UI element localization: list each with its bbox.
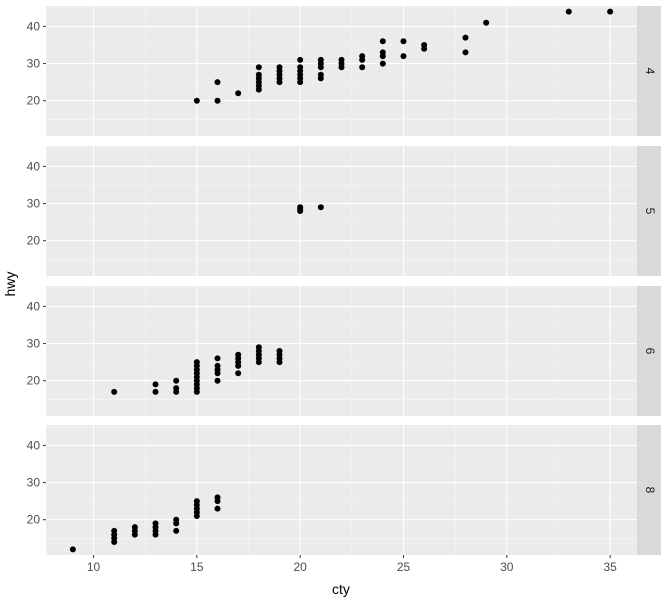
data-point — [214, 505, 221, 512]
y-tick-label: 30 — [27, 57, 41, 71]
facet-panel-5: 20 30 40 5 — [27, 146, 661, 276]
data-point — [214, 355, 221, 362]
data-point — [317, 204, 324, 211]
y-tick-label: 20 — [27, 94, 41, 108]
facet-panel-6: 20 30 40 6 — [27, 286, 661, 416]
data-point — [131, 524, 138, 531]
facet-strip — [637, 6, 661, 136]
data-point — [317, 56, 324, 63]
panel-background — [46, 425, 637, 555]
data-point — [173, 385, 180, 392]
y-tick-label: 40 — [27, 19, 41, 33]
data-point — [359, 64, 366, 71]
facet-strip — [637, 425, 661, 555]
data-point — [69, 546, 76, 553]
data-point — [214, 79, 221, 86]
x-tick-label: 35 — [603, 560, 617, 574]
data-point — [111, 527, 118, 534]
data-point — [152, 381, 159, 388]
y-tick-label: 30 — [27, 337, 41, 351]
data-point — [235, 370, 242, 377]
data-point — [400, 53, 407, 60]
x-tick-label: 15 — [190, 560, 204, 574]
y-tick-label: 20 — [27, 374, 41, 388]
facet-strip-label: 5 — [643, 208, 657, 215]
data-point — [276, 64, 283, 71]
x-axis-title: cty — [332, 581, 350, 597]
panel-background — [46, 6, 637, 136]
x-tick-label: 10 — [87, 560, 101, 574]
data-point — [214, 377, 221, 384]
data-point — [235, 90, 242, 97]
data-point — [193, 498, 200, 505]
facet-strip-label: 8 — [643, 487, 657, 494]
data-point — [214, 97, 221, 104]
data-point — [214, 494, 221, 501]
facet-panel-4: 20 30 40 4 — [27, 6, 661, 136]
data-point — [193, 359, 200, 366]
data-point — [255, 344, 262, 351]
facet-strip-label: 6 — [643, 348, 657, 355]
data-point — [607, 8, 614, 15]
data-point — [379, 49, 386, 56]
data-point — [193, 97, 200, 104]
y-tick-label: 20 — [27, 234, 41, 248]
y-tick-label: 40 — [27, 438, 41, 452]
panel-background — [46, 146, 637, 276]
y-tick-label: 20 — [27, 513, 41, 527]
data-point — [483, 19, 490, 26]
x-tick-label: 30 — [500, 560, 514, 574]
data-point — [338, 56, 345, 63]
data-point — [421, 42, 428, 48]
facet-strip — [637, 146, 661, 276]
y-axis-title: hwy — [2, 272, 18, 297]
data-point — [235, 351, 242, 358]
facet-panels: 20 30 40 4 20 30 40 5 20 30 40 6 20 30 40 8 10 15 20 25 30 35 — [27, 6, 661, 574]
data-point — [379, 60, 386, 67]
data-point — [173, 377, 180, 384]
data-point — [359, 53, 366, 60]
data-point — [255, 64, 262, 71]
data-point — [400, 38, 407, 45]
data-point — [297, 56, 304, 63]
facet-strip — [637, 286, 661, 416]
data-point — [462, 34, 469, 41]
data-point — [276, 348, 283, 354]
x-tick-label: 25 — [397, 560, 411, 574]
facet-strip-label: 4 — [643, 68, 657, 75]
data-point — [152, 520, 159, 527]
x-tick-label: 20 — [293, 560, 307, 574]
facet-panel-8: 20 30 40 8 — [27, 425, 661, 555]
data-point — [462, 49, 469, 56]
panel-background — [46, 286, 637, 416]
data-point — [297, 204, 304, 211]
data-point — [317, 71, 324, 78]
data-point — [297, 64, 304, 71]
data-point — [214, 362, 221, 369]
y-tick-label: 40 — [27, 299, 41, 313]
data-point — [152, 388, 159, 395]
y-tick-label: 30 — [27, 197, 41, 211]
y-tick-label: 40 — [27, 159, 41, 173]
data-point — [173, 516, 180, 523]
data-point — [111, 388, 118, 395]
y-tick-label: 30 — [27, 476, 41, 490]
data-point — [255, 71, 262, 78]
data-point — [379, 38, 386, 45]
data-point — [173, 527, 180, 534]
data-point — [565, 8, 572, 15]
